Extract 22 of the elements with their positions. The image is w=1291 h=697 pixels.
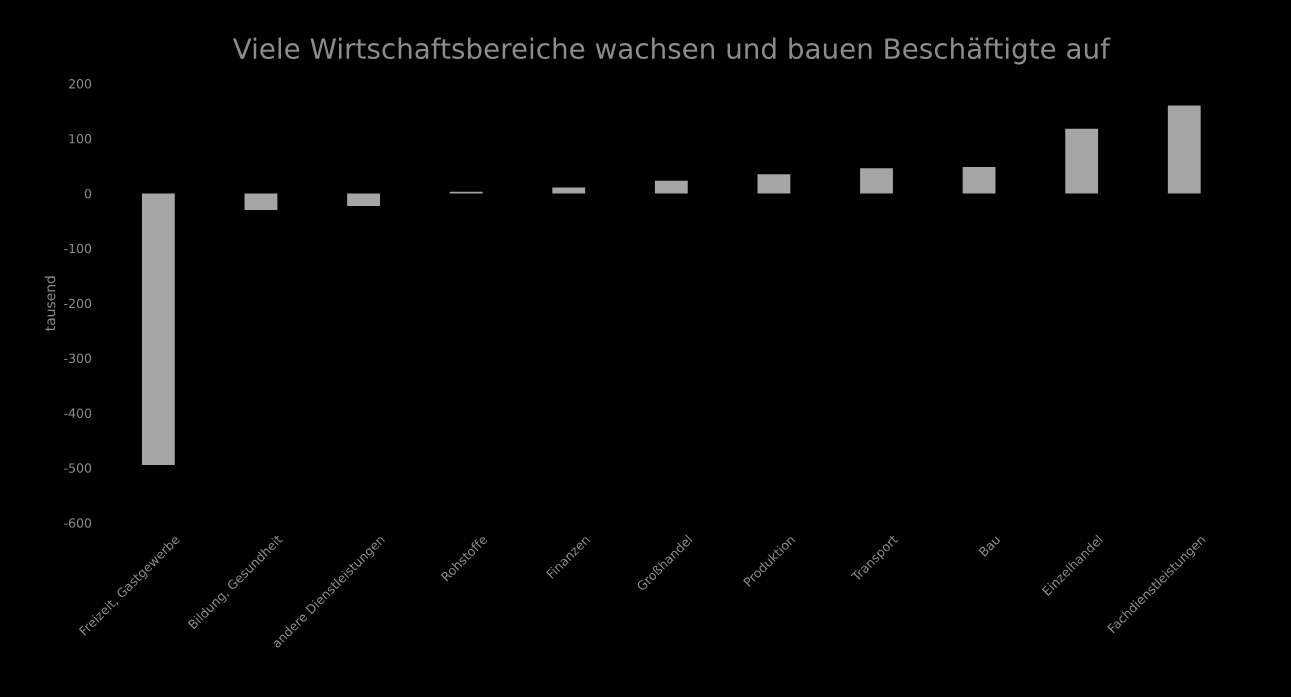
y-tick-label: 100 [69, 134, 92, 144]
bar [962, 167, 996, 194]
bar [244, 193, 278, 210]
x-tick-label: Bau [978, 534, 1001, 557]
y-tick-label: -600 [64, 518, 92, 528]
y-tick-label: 200 [69, 79, 92, 89]
bar [141, 193, 175, 466]
bar [860, 168, 893, 194]
bar [1065, 128, 1099, 194]
y-tick-label: -500 [64, 463, 92, 473]
y-tick-label: -300 [64, 353, 92, 364]
y-tick-label: -400 [64, 408, 92, 418]
bar [552, 187, 586, 194]
y-tick-label: -100 [64, 243, 92, 254]
y-tick-label: 0 [84, 188, 92, 199]
bar [757, 174, 791, 194]
bar [1167, 105, 1201, 194]
y-tick-label: -200 [64, 298, 92, 309]
chart-title: Viele Wirtschaftsbereiche wachsen und bauen Beschäftigte auf [232, 37, 1111, 65]
bar [347, 193, 380, 207]
y-axis-title: tausend [44, 276, 56, 331]
bar [654, 180, 688, 194]
